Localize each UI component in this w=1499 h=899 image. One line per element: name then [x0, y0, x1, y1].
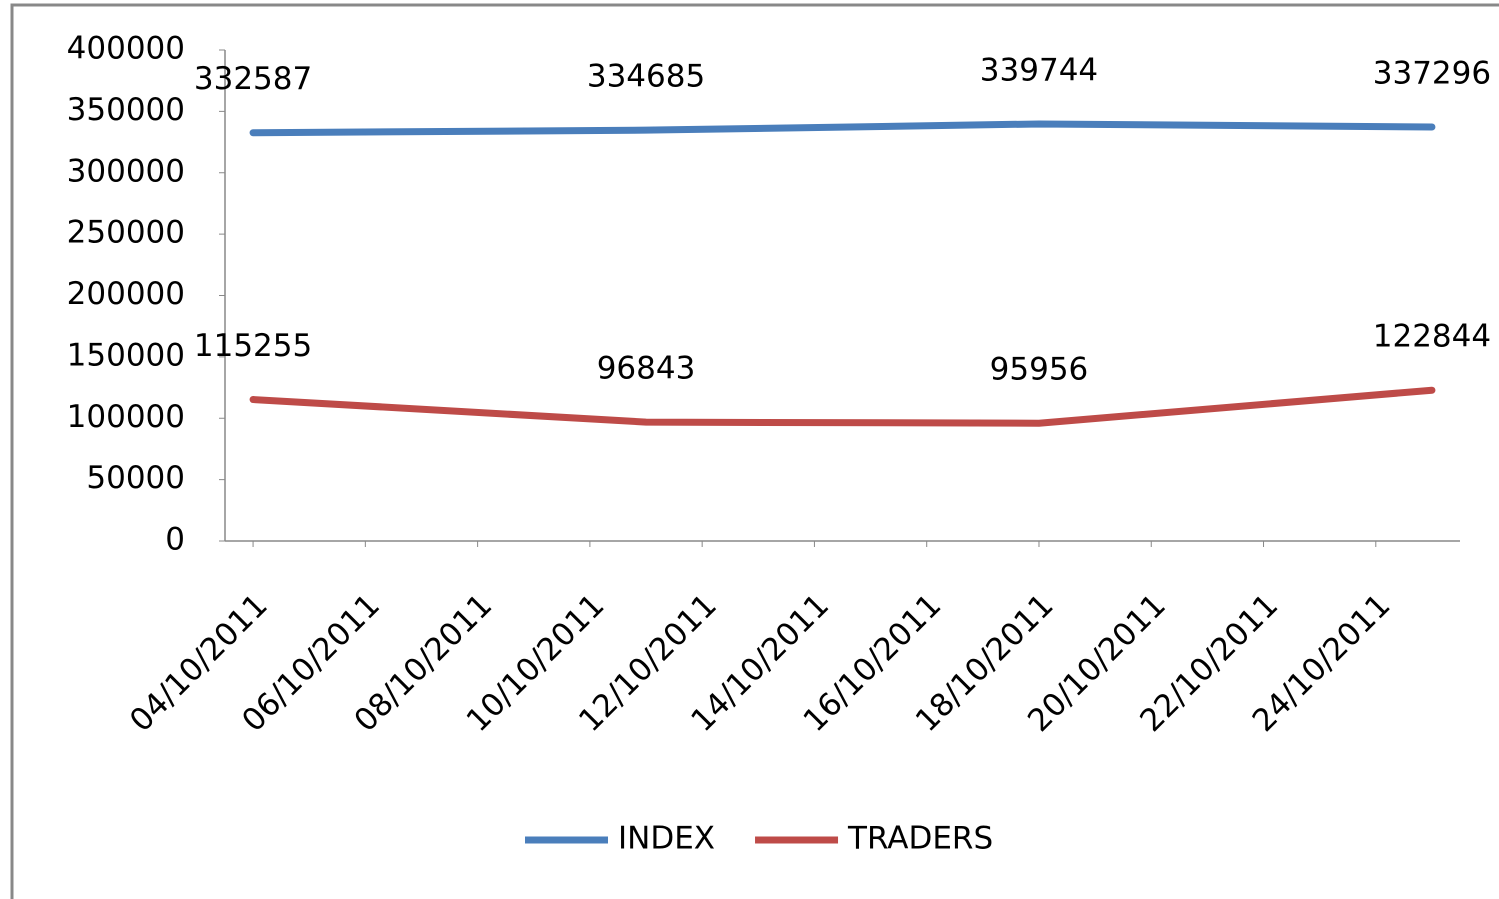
y-tick-label: 150000	[67, 337, 185, 373]
data-label: 122844	[1373, 319, 1491, 355]
legend-label: TRADERS	[847, 821, 993, 857]
y-tick-label: 350000	[67, 92, 185, 128]
data-label: 334685	[587, 59, 705, 95]
series-line	[249, 120, 1436, 137]
data-label: 95956	[990, 352, 1089, 388]
data-label: 332587	[194, 61, 312, 97]
y-tick-label: 100000	[67, 399, 185, 435]
y-tick-label: 250000	[67, 215, 185, 251]
data-label: 115255	[194, 328, 312, 364]
y-tick-label: 300000	[67, 153, 185, 189]
y-tick-label: 400000	[67, 31, 185, 67]
y-tick-label: 50000	[86, 460, 185, 496]
y-tick-label: 0	[165, 522, 185, 558]
y-tick-label: 200000	[67, 276, 185, 312]
data-label: 96843	[597, 351, 696, 387]
chart-border	[10, 3, 1499, 899]
data-label: 339744	[980, 52, 1098, 88]
legend-label: INDEX	[618, 821, 715, 857]
series-line	[249, 386, 1436, 427]
data-label: 337296	[1373, 55, 1491, 91]
